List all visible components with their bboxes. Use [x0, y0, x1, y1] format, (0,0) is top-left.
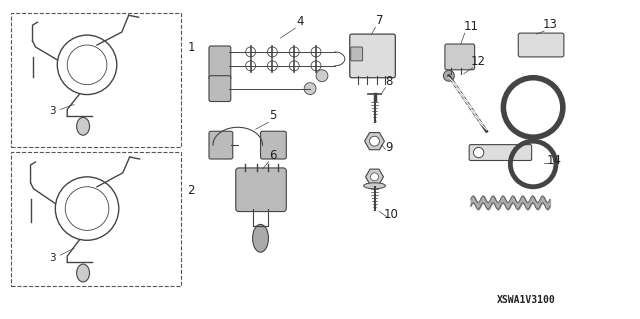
Circle shape [289, 47, 299, 57]
Circle shape [474, 147, 484, 158]
FancyBboxPatch shape [209, 46, 231, 80]
FancyBboxPatch shape [349, 34, 396, 78]
Circle shape [311, 61, 321, 71]
FancyBboxPatch shape [236, 168, 286, 211]
Text: 3: 3 [49, 107, 56, 116]
Ellipse shape [253, 225, 268, 252]
Text: 14: 14 [547, 154, 561, 167]
Polygon shape [365, 133, 385, 150]
FancyBboxPatch shape [260, 131, 286, 159]
Text: 12: 12 [471, 55, 486, 68]
Text: 6: 6 [269, 149, 276, 162]
Text: XSWA1V3100: XSWA1V3100 [497, 295, 556, 305]
Ellipse shape [77, 264, 90, 282]
Text: 5: 5 [269, 109, 276, 122]
Ellipse shape [77, 117, 90, 135]
Circle shape [268, 47, 277, 57]
Text: 1: 1 [188, 41, 195, 55]
FancyBboxPatch shape [209, 131, 233, 159]
Circle shape [371, 173, 378, 181]
Circle shape [316, 70, 328, 82]
Text: 13: 13 [543, 18, 557, 31]
Text: 2: 2 [188, 184, 195, 197]
Circle shape [289, 61, 299, 71]
Text: 7: 7 [376, 14, 383, 27]
Circle shape [304, 83, 316, 94]
Ellipse shape [364, 183, 385, 189]
Text: 8: 8 [386, 75, 393, 88]
FancyBboxPatch shape [351, 47, 363, 61]
FancyBboxPatch shape [469, 145, 532, 160]
FancyBboxPatch shape [209, 76, 231, 101]
Polygon shape [365, 169, 383, 185]
Circle shape [369, 136, 380, 146]
Circle shape [246, 47, 255, 57]
FancyBboxPatch shape [445, 44, 475, 70]
Text: 4: 4 [296, 15, 304, 28]
Circle shape [268, 61, 277, 71]
FancyBboxPatch shape [518, 33, 564, 57]
Text: 3: 3 [49, 253, 56, 263]
Text: 10: 10 [384, 209, 399, 221]
Text: 9: 9 [386, 141, 393, 154]
Circle shape [311, 47, 321, 57]
Circle shape [246, 61, 255, 71]
Circle shape [444, 70, 454, 81]
Text: 11: 11 [463, 20, 478, 33]
